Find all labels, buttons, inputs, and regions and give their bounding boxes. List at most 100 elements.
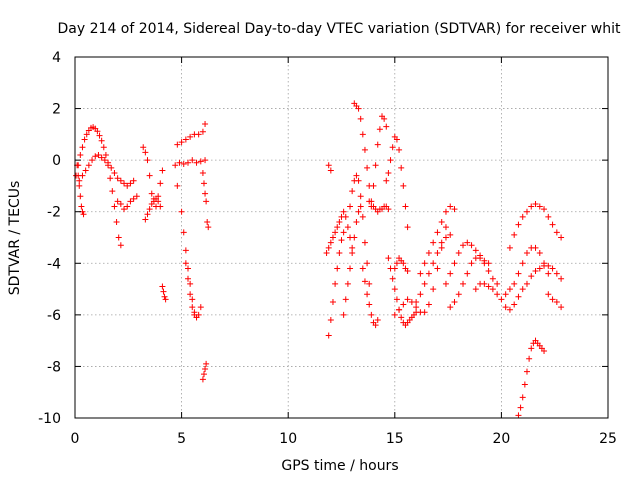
data-point bbox=[159, 167, 166, 174]
series-arc10 bbox=[174, 182, 204, 321]
data-point bbox=[396, 146, 403, 153]
data-point bbox=[519, 286, 526, 293]
data-point bbox=[199, 128, 206, 135]
data-point bbox=[434, 249, 441, 256]
series-arc13 bbox=[199, 360, 210, 383]
data-point bbox=[113, 219, 120, 226]
data-point bbox=[536, 203, 543, 210]
series-arc30 bbox=[447, 255, 501, 311]
data-point bbox=[340, 229, 347, 236]
series-arc28 bbox=[413, 231, 454, 305]
data-point bbox=[447, 270, 454, 277]
data-point bbox=[95, 151, 102, 158]
data-point bbox=[76, 177, 83, 184]
data-point bbox=[107, 175, 114, 182]
data-point bbox=[127, 198, 134, 205]
data-point bbox=[174, 141, 181, 148]
data-point bbox=[536, 265, 543, 272]
data-point bbox=[404, 224, 411, 231]
data-point bbox=[494, 280, 501, 287]
data-point bbox=[532, 268, 539, 275]
data-point bbox=[193, 159, 200, 166]
data-point bbox=[160, 288, 167, 295]
data-point bbox=[77, 193, 84, 200]
series-arc22 bbox=[366, 198, 392, 215]
data-point bbox=[468, 242, 475, 249]
data-point bbox=[364, 291, 371, 298]
data-point bbox=[511, 301, 518, 308]
data-point bbox=[193, 314, 200, 321]
data-point bbox=[349, 249, 356, 256]
data-point bbox=[370, 182, 377, 189]
data-point bbox=[182, 136, 189, 143]
data-point bbox=[174, 182, 181, 189]
data-point bbox=[157, 203, 164, 210]
data-point bbox=[385, 255, 392, 262]
data-point bbox=[519, 213, 526, 220]
data-point bbox=[519, 260, 526, 267]
data-point bbox=[92, 153, 99, 160]
data-point bbox=[383, 123, 390, 130]
series-arc11 bbox=[182, 260, 200, 321]
data-point bbox=[355, 105, 362, 112]
data-point bbox=[80, 211, 87, 218]
data-point bbox=[117, 242, 124, 249]
data-point bbox=[558, 234, 565, 241]
data-point bbox=[202, 121, 209, 128]
data-point bbox=[349, 188, 356, 195]
data-point bbox=[438, 239, 445, 246]
data-point bbox=[359, 265, 366, 272]
data-point bbox=[523, 280, 530, 287]
data-point bbox=[148, 190, 155, 197]
x-axis-label: GPS time / hours bbox=[281, 458, 398, 474]
series-arc15 bbox=[323, 208, 356, 256]
data-point bbox=[553, 298, 560, 305]
data-point bbox=[413, 304, 420, 311]
data-point bbox=[364, 260, 371, 267]
data-point bbox=[146, 206, 153, 213]
data-point bbox=[398, 164, 405, 171]
data-point bbox=[111, 170, 118, 177]
data-point bbox=[413, 298, 420, 305]
data-point bbox=[187, 133, 194, 140]
y-tick-label: -4 bbox=[47, 256, 61, 272]
data-point bbox=[430, 239, 437, 246]
data-point bbox=[485, 268, 492, 275]
data-point bbox=[385, 206, 392, 213]
data-point bbox=[425, 270, 432, 277]
data-point bbox=[404, 296, 411, 303]
data-point bbox=[549, 296, 556, 303]
data-point bbox=[155, 198, 162, 205]
data-points bbox=[73, 100, 565, 419]
data-point bbox=[400, 182, 407, 189]
data-point bbox=[558, 275, 565, 282]
series-arc04 bbox=[114, 193, 140, 213]
y-axis-label: SDTVAR / TECUs bbox=[7, 181, 23, 296]
data-point bbox=[366, 301, 373, 308]
series-arc12 bbox=[199, 170, 212, 231]
data-point bbox=[447, 203, 454, 210]
x-tick-label: 0 bbox=[71, 431, 80, 447]
data-point bbox=[182, 260, 189, 267]
y-tick-label: -2 bbox=[47, 205, 61, 221]
data-point bbox=[421, 309, 428, 316]
data-point bbox=[494, 291, 501, 298]
y-tick-labels: -10 -8 -6 -4 -2 0 2 4 bbox=[38, 50, 61, 427]
data-point bbox=[178, 208, 185, 215]
data-point bbox=[442, 224, 449, 231]
data-point bbox=[528, 203, 535, 210]
data-point bbox=[417, 270, 424, 277]
series-arc36 bbox=[515, 337, 548, 419]
data-point bbox=[359, 131, 366, 138]
data-point bbox=[78, 203, 85, 210]
data-point bbox=[202, 157, 209, 164]
data-point bbox=[523, 208, 530, 215]
data-point bbox=[323, 249, 330, 256]
data-point bbox=[357, 203, 364, 210]
data-point bbox=[385, 170, 392, 177]
data-point bbox=[549, 265, 556, 272]
data-point bbox=[545, 262, 552, 269]
series-arc26 bbox=[391, 255, 411, 275]
data-point bbox=[361, 239, 368, 246]
data-point bbox=[108, 164, 115, 171]
